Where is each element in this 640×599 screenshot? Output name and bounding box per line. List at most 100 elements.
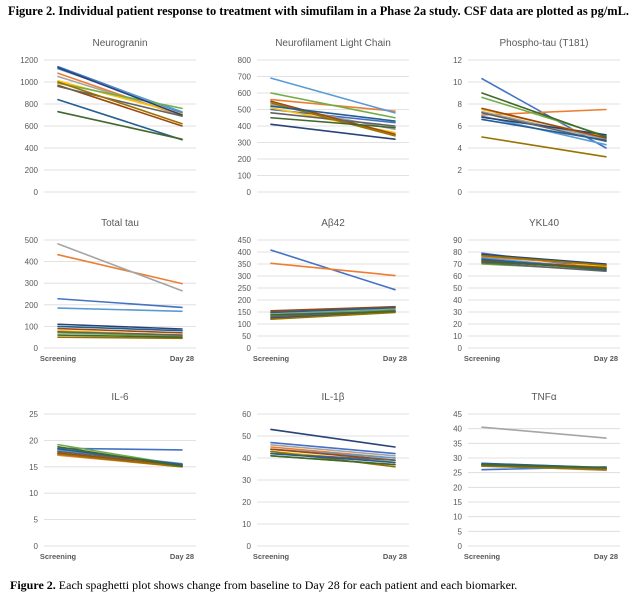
figure-title: Figure 2. Individual patient response to…	[8, 4, 629, 18]
y-tick-label: 30	[453, 454, 462, 463]
y-tick-label: 6	[458, 122, 463, 131]
y-tick-label: 250	[238, 284, 252, 293]
y-tick-label: 2	[458, 166, 463, 175]
series-line-patient-11	[270, 306, 396, 314]
series-line-patient-6	[57, 332, 183, 337]
series-line-patient-9	[57, 331, 183, 336]
y-tick-label: 300	[25, 279, 39, 288]
series-line-patient-11	[57, 98, 183, 141]
y-tick-label: 10	[453, 332, 462, 341]
series-line-patient-9	[481, 261, 607, 273]
y-tick-label: 200	[25, 301, 39, 310]
y-tick-label: 0	[34, 542, 39, 551]
y-tick-label: 25	[453, 469, 462, 478]
series-line-patient-12	[270, 455, 396, 466]
series-line-patient-7	[57, 323, 183, 330]
y-tick-label: 450	[238, 236, 252, 245]
series-line-patient-8	[270, 100, 396, 136]
y-tick-label: 300	[238, 272, 252, 281]
y-tick-label: 500	[238, 106, 252, 115]
chart-1: Neurogranin 0 200 400 600 800 1000 1200	[20, 38, 196, 197]
y-tick-label: 70	[453, 260, 462, 269]
chart-title: Phospho-tau (T181)	[500, 38, 589, 49]
x-tick-label: Day 28	[383, 354, 407, 363]
y-tick-label: 100	[25, 322, 39, 331]
series-line-patient-10	[270, 311, 396, 320]
y-tick-label: 10	[242, 520, 251, 529]
y-tick-label: 90	[453, 236, 462, 245]
chart-7: IL-6 0 5 10 15 20 25 Screening Day 28	[29, 392, 196, 561]
series-line-patient-1	[270, 441, 396, 455]
series-line-patient-11	[481, 118, 607, 142]
y-tick-label: 100	[238, 172, 252, 181]
chart-2: Neurofilament Light Chain 0 100 200 300 400 50…	[238, 38, 409, 197]
x-tick-label: Screening	[464, 552, 501, 561]
y-tick-label: 0	[247, 542, 252, 551]
y-tick-label: 20	[242, 498, 251, 507]
chart-title: Neurogranin	[92, 38, 147, 49]
y-tick-label: 400	[25, 144, 39, 153]
series-line-patient-7	[57, 66, 183, 116]
series-line-patient-2	[57, 253, 183, 285]
series-line-patient-11	[270, 452, 396, 464]
chart-4: Total tau 0 100 200 300 400 500 Screening Day 28	[25, 218, 196, 363]
series-line-patient-3	[270, 443, 396, 457]
y-tick-label: 0	[247, 344, 252, 353]
series-line-patient-11	[57, 325, 183, 332]
series-line-patient-12	[481, 92, 607, 138]
y-tick-label: 15	[453, 498, 462, 507]
y-tick-label: 50	[242, 332, 251, 341]
series-line-patient-12	[270, 310, 396, 316]
y-tick-label: 200	[238, 296, 252, 305]
chart-title: Total tau	[101, 218, 139, 229]
y-tick-label: 4	[458, 144, 463, 153]
series-line-patient-12	[57, 334, 183, 338]
y-tick-label: 15	[29, 463, 38, 472]
y-tick-label: 100	[238, 320, 252, 329]
y-tick-label: 10	[453, 513, 462, 522]
chart-9: TNFα 0 5 10 15 20 25 30 35 40 45 Screening Day 28	[453, 392, 620, 561]
series-line-patient-10	[270, 450, 396, 468]
y-tick-label: 0	[34, 188, 39, 197]
series-line-patient-4	[57, 80, 183, 115]
y-tick-label: 80	[453, 248, 462, 257]
series-line-patient-12	[57, 110, 183, 140]
y-tick-label: 400	[25, 258, 39, 267]
series-line-patient-10	[57, 336, 183, 340]
caption-label: Figure 2.	[10, 578, 56, 592]
y-tick-label: 45	[453, 410, 462, 419]
series-line-patient-7	[481, 116, 607, 136]
series-line-patient-8	[481, 107, 607, 139]
series-line-patient-10	[57, 453, 183, 468]
series-line-patient-12	[270, 116, 396, 129]
chart-title: IL-1β	[322, 392, 345, 403]
y-tick-label: 500	[25, 236, 39, 245]
series-line-patient-7	[481, 253, 607, 265]
y-tick-label: 60	[242, 410, 251, 419]
y-tick-label: 40	[453, 425, 462, 434]
y-tick-label: 1000	[20, 78, 38, 87]
series-line-patient-10	[57, 81, 183, 125]
series-line-patient-3	[481, 426, 607, 439]
x-tick-label: Day 28	[594, 354, 618, 363]
y-tick-label: 60	[453, 272, 462, 281]
y-tick-label: 200	[25, 166, 39, 175]
y-tick-label: 0	[458, 188, 463, 197]
y-tick-label: 50	[453, 284, 462, 293]
y-tick-label: 35	[453, 439, 462, 448]
x-tick-label: Day 28	[594, 552, 618, 561]
figure-caption: Figure 2. Each spaghetti plot shows chan…	[10, 578, 636, 593]
x-tick-label: Day 28	[170, 354, 194, 363]
chart-6: YKL40 0 10 20 30 40 50 60 70 80 90 Screening Day 28	[453, 218, 620, 363]
y-tick-label: 300	[238, 139, 252, 148]
y-tick-label: 700	[238, 73, 252, 82]
x-tick-label: Screening	[40, 354, 77, 363]
series-line-patient-12	[57, 445, 183, 468]
y-tick-label: 8	[458, 100, 463, 109]
y-tick-label: 20	[453, 320, 462, 329]
y-tick-label: 10	[453, 78, 462, 87]
series-line-patient-5	[270, 77, 396, 114]
series-line-patient-9	[57, 85, 183, 117]
series-line-patient-7	[270, 428, 396, 448]
